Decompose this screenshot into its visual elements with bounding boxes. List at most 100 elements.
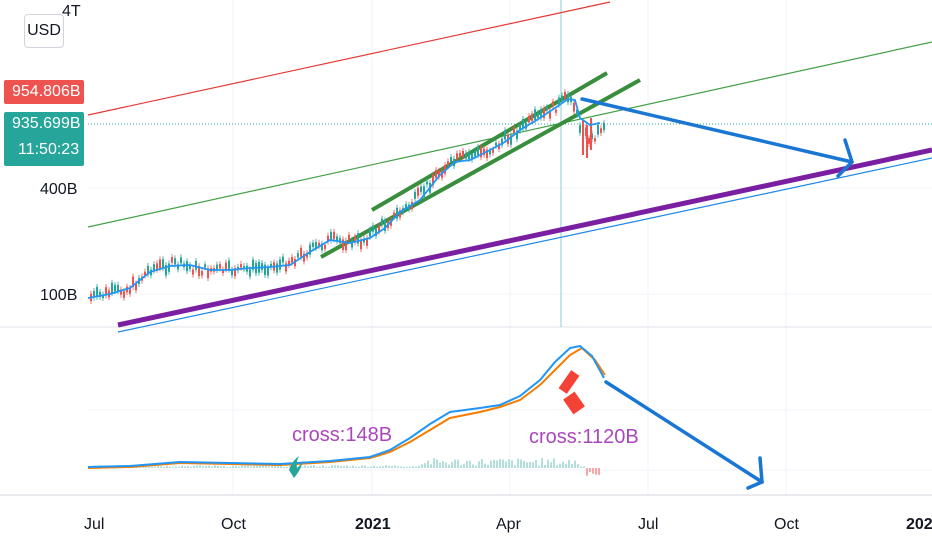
histogram-bar xyxy=(523,461,525,468)
histogram-bar xyxy=(463,463,465,468)
candle xyxy=(360,240,362,250)
candle xyxy=(291,257,293,263)
candle xyxy=(468,151,470,160)
price-tick-100b: 100B xyxy=(40,287,77,304)
histogram-bar xyxy=(490,460,492,468)
candle xyxy=(498,143,500,150)
candle xyxy=(312,242,314,248)
time-tick: Oct xyxy=(774,516,799,533)
upper-red-trendline[interactable] xyxy=(87,1,611,116)
cross-marker-left-icon[interactable] xyxy=(289,456,303,478)
histogram-bar xyxy=(499,459,501,468)
histogram-bar xyxy=(277,465,279,468)
candle xyxy=(480,147,482,158)
candle xyxy=(198,266,200,277)
candle xyxy=(231,269,233,276)
histogram-bar xyxy=(274,465,276,468)
candle xyxy=(372,225,374,232)
upper-green-trendline[interactable] xyxy=(87,41,932,228)
candle xyxy=(396,207,398,219)
candle xyxy=(348,234,350,240)
histogram-bar xyxy=(409,466,411,468)
histogram-bar xyxy=(517,458,519,468)
forecast-arrow-upper[interactable] xyxy=(580,97,854,178)
candle xyxy=(444,165,446,174)
histogram-bar xyxy=(535,460,537,468)
green-channel-lower[interactable] xyxy=(320,78,641,259)
candle xyxy=(417,187,419,196)
histogram-bar xyxy=(526,462,528,468)
histogram-bar xyxy=(154,466,156,468)
candle xyxy=(600,128,602,133)
histogram-bar xyxy=(466,460,468,468)
candle xyxy=(324,245,326,249)
histogram-bar xyxy=(574,460,576,468)
candle xyxy=(96,286,98,297)
candle xyxy=(531,113,533,121)
purple-channel-line[interactable] xyxy=(117,147,932,328)
candle xyxy=(306,253,308,258)
histogram-bar xyxy=(169,466,171,468)
candle xyxy=(483,148,485,156)
histogram-bar xyxy=(469,460,471,468)
price-tick-400b: 400B xyxy=(40,181,77,198)
candle xyxy=(393,212,395,217)
histogram-bar xyxy=(544,465,546,468)
candle xyxy=(495,142,497,146)
candle xyxy=(102,294,104,299)
histogram-bar xyxy=(370,466,372,468)
candle xyxy=(204,264,206,268)
histogram-bar xyxy=(223,466,225,468)
histogram-bar xyxy=(487,464,489,468)
histogram-bar xyxy=(160,466,162,468)
histogram-bar xyxy=(142,466,144,468)
histogram-bar xyxy=(439,462,441,468)
candle xyxy=(510,135,512,145)
candle xyxy=(378,225,380,232)
candle xyxy=(438,170,440,177)
candle xyxy=(180,257,182,264)
candle xyxy=(540,109,542,118)
candle xyxy=(405,204,407,210)
blue-support-line[interactable] xyxy=(117,157,932,333)
candle xyxy=(174,258,176,265)
currency-button[interactable]: USD xyxy=(24,14,64,48)
candle xyxy=(597,124,599,135)
candle xyxy=(156,263,158,270)
histogram-bar xyxy=(547,459,549,468)
candle xyxy=(249,269,251,277)
histogram-bar xyxy=(214,465,216,468)
histogram-bar xyxy=(190,466,192,468)
forecast-arrow-lower[interactable] xyxy=(604,380,764,490)
candle xyxy=(300,247,302,257)
histogram-bar xyxy=(586,468,588,476)
candle xyxy=(171,257,173,263)
candle xyxy=(264,264,266,276)
histogram-bar xyxy=(448,464,450,468)
histogram-bar xyxy=(268,466,270,468)
candle xyxy=(549,110,551,119)
candle xyxy=(192,269,194,275)
cross-marker-right-icon[interactable] xyxy=(558,370,585,415)
histogram-bar xyxy=(496,460,498,468)
time-axis[interactable]: Jul Oct 2021 Apr Jul Oct 202 xyxy=(84,516,932,533)
histogram-bar xyxy=(316,466,318,468)
histogram-bar xyxy=(538,465,540,468)
candle xyxy=(330,231,332,241)
histogram-bar xyxy=(322,465,324,468)
histogram-bar xyxy=(562,461,564,468)
histogram-bar xyxy=(253,465,255,468)
histogram-bar xyxy=(418,465,420,468)
histogram-bar xyxy=(286,466,288,468)
histogram-bar xyxy=(427,460,429,468)
histogram-bar xyxy=(232,465,234,468)
histogram-bar xyxy=(280,465,282,468)
green-channel-upper[interactable] xyxy=(370,71,609,212)
histogram-bar xyxy=(175,466,177,468)
histogram-bar xyxy=(301,466,303,468)
histogram-bar xyxy=(379,466,381,468)
candle xyxy=(420,186,422,192)
histogram-bar xyxy=(481,459,483,468)
histogram-bar xyxy=(556,465,558,468)
